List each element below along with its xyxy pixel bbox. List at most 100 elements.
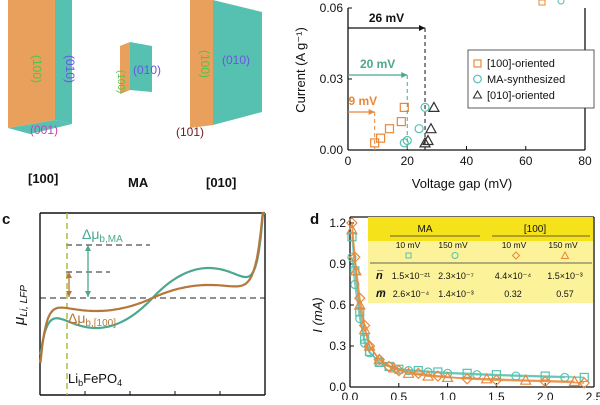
panel-b-point-series-0 xyxy=(370,138,380,148)
legend-triangle-marker xyxy=(472,89,483,99)
crystal-ma: (100) (010) MA xyxy=(115,42,161,190)
panel-d-point-series-2 xyxy=(346,217,358,229)
panel-b-chart: 0 20 40 60 80 0.00 0.03 0.06 26 mV 20 mV 9 mV Cur… xyxy=(293,0,595,191)
legend-circle-marker xyxy=(473,74,482,84)
panel-d-y-tick-label: 0.3 xyxy=(329,339,346,353)
table-header-background xyxy=(368,217,593,241)
panel-b-point-series-1 xyxy=(420,102,430,113)
panel-d-point-series-3 xyxy=(441,371,454,383)
panel-d-point-series-3 xyxy=(345,223,358,235)
crystal-100: (100) (010) (001) [100] xyxy=(8,0,77,186)
panel-d-y-tick-label: 0.9 xyxy=(329,257,346,271)
legend-item-ma: MA-synthesized xyxy=(487,74,565,86)
table-row2-c4: 0.57 xyxy=(556,289,574,299)
panel-d-x-tick-label: 2.5 xyxy=(586,390,600,400)
panel-d-point-series-2 xyxy=(431,370,444,382)
panel-b-20mv-arrowhead xyxy=(401,72,408,78)
panel-b-9mv-arrowhead xyxy=(368,109,375,115)
panel-d-x-tick-label: 2.0 xyxy=(537,390,554,400)
panel-b-x-tick-label: 80 xyxy=(578,154,592,168)
panel-c-100-arrow-head-top xyxy=(66,272,72,278)
table-row2-c2: 1.4×10⁻³ xyxy=(438,289,474,299)
panel-d-point-series-0 xyxy=(579,372,589,383)
table-row1-c2: 2.3×10⁻⁷ xyxy=(438,271,474,281)
crystal-ma-side-label: (010) xyxy=(133,63,161,77)
table-row1-c3: 4.4×10⁻⁴ xyxy=(495,271,532,281)
crystal-010-side-label: (010) xyxy=(222,53,250,67)
crystal-100-bottom-label: (001) xyxy=(30,123,58,137)
table-marker-triangle xyxy=(560,250,570,259)
panel-d-point-series-3 xyxy=(387,361,400,373)
panel-d-point-series-3 xyxy=(373,353,386,365)
table-group-100: [100] xyxy=(524,224,546,235)
crystal-ma-side xyxy=(130,42,152,92)
panel-d-fit-line-series-3 xyxy=(351,229,575,383)
panel-d-x-tick-label: 0.0 xyxy=(342,390,359,400)
table-row2-label: m̅ xyxy=(376,288,386,300)
crystal-010-caption: [010] xyxy=(206,175,236,190)
panel-b-point-series-0 xyxy=(384,124,395,134)
panel-b-point-series-0 xyxy=(396,116,406,127)
panel-d-x-tick-label: 1.5 xyxy=(488,390,505,400)
table-col-4: 150 mV xyxy=(548,240,578,250)
panel-c: c Δμb,MA Δμb,[100] LibFePO4 μLi, LFP 0.0… xyxy=(0,205,290,405)
panel-b-x-tick-label: 60 xyxy=(519,154,533,168)
panel-d-letter: d xyxy=(310,211,320,228)
panel-b-20mv-label: 20 mV xyxy=(360,57,395,71)
panel-b: 0 20 40 60 80 0.00 0.03 0.06 26 mV 20 mV 9 mV Cur… xyxy=(290,0,600,200)
panel-b-legend: [100]-oriented MA-synthesized [010]-orie… xyxy=(467,49,595,109)
crystal-010-side xyxy=(213,0,262,125)
panel-d-point-series-3 xyxy=(402,367,415,378)
panel-d-ylabel: I (mA) xyxy=(310,297,325,332)
panel-d-y-tick-label: 0.0 xyxy=(329,380,346,394)
panel-b-x-tick-label: 0 xyxy=(345,154,352,168)
panel-c-100-curve xyxy=(39,211,265,363)
panel-d-y-tick-label: 1.2 xyxy=(329,216,346,230)
table-marker-square xyxy=(405,252,412,259)
panel-a: (100) (010) (001) [100] (100) (010) MA (… xyxy=(0,0,290,200)
panel-d: d 0.0 0.3 0.6 0.9 1.2 0.0 0.5 1.0 1.5 2.0 2.5 I (m… xyxy=(310,205,600,404)
panel-b-marks xyxy=(370,101,440,148)
panel-d-point-series-3 xyxy=(480,372,493,384)
panel-b-annotations: 26 mV 20 mV 9 mV xyxy=(348,11,426,150)
panel-c-ma-curve xyxy=(39,212,266,355)
panel-d-point-series-3 xyxy=(422,369,435,381)
table-group-ma: MA xyxy=(418,224,433,235)
table-marker-circle xyxy=(451,252,459,259)
table-row1-label: n̅ xyxy=(376,270,384,282)
panel-b-point-series-1 xyxy=(399,138,409,148)
table-marker-diamond xyxy=(511,251,521,260)
panel-d-point-series-3 xyxy=(353,298,366,310)
panel-c-ma-label: Δμb,MA xyxy=(82,226,123,245)
table-row2-c1: 2.6×10⁻⁴ xyxy=(393,289,430,299)
panel-d-point-series-3 xyxy=(363,339,376,351)
panel-c-100-label: Δμb,[100] xyxy=(68,310,116,329)
panel-b-point-series-1 xyxy=(414,124,424,134)
table-row1-c1: 1.5×10⁻²¹ xyxy=(392,271,431,281)
panel-d-table: MA [100] 10 mV 150 mV 10 mV 150 mV n̅ 1.… xyxy=(368,217,593,303)
crystal-ma-front xyxy=(120,42,130,94)
panel-b-x-tick-label: 40 xyxy=(460,154,474,168)
panel-b-point-series-1 xyxy=(402,135,412,146)
crystal-100-front-label: (100) xyxy=(30,55,44,83)
panel-d-point-series-3 xyxy=(519,373,532,385)
panel-b-x-tick-label: 20 xyxy=(401,154,415,168)
panel-c-chart: Δμb,MA Δμb,[100] LibFePO4 μLi, LFP 0.00.… xyxy=(11,211,274,405)
crystal-010: (100) (010) (101) [010] xyxy=(176,0,262,190)
panel-d-point-series-3 xyxy=(568,375,581,387)
panel-d-marks xyxy=(345,217,591,389)
panel-d-y-tick-label: 0.6 xyxy=(329,298,346,312)
panel-b-point-series-0 xyxy=(375,133,386,143)
panel-c-100-arrow-head-bottom xyxy=(66,291,72,297)
panel-c-ma-arrow-head-bottom xyxy=(85,291,91,297)
panel-a-svg: (100) (010) (001) [100] (100) (010) MA (… xyxy=(8,0,262,190)
table-col-3: 10 mV xyxy=(502,240,527,250)
panel-b-point-series-2 xyxy=(424,122,437,134)
panel-d-point-series-3 xyxy=(349,264,362,276)
legend-item-010: [010]-oriented xyxy=(487,90,555,102)
legend-top-square-partial xyxy=(538,0,546,6)
panel-b-ylabel: Current (A g⁻¹) xyxy=(293,27,308,113)
panel-b-9mv-label: 9 mV xyxy=(348,94,377,108)
panel-c-formula: LibFePO4 xyxy=(68,371,122,388)
panel-d-chart: 0.0 0.3 0.6 0.9 1.2 0.0 0.5 1.0 1.5 2.0 2.5 I (mA)… xyxy=(310,216,600,404)
